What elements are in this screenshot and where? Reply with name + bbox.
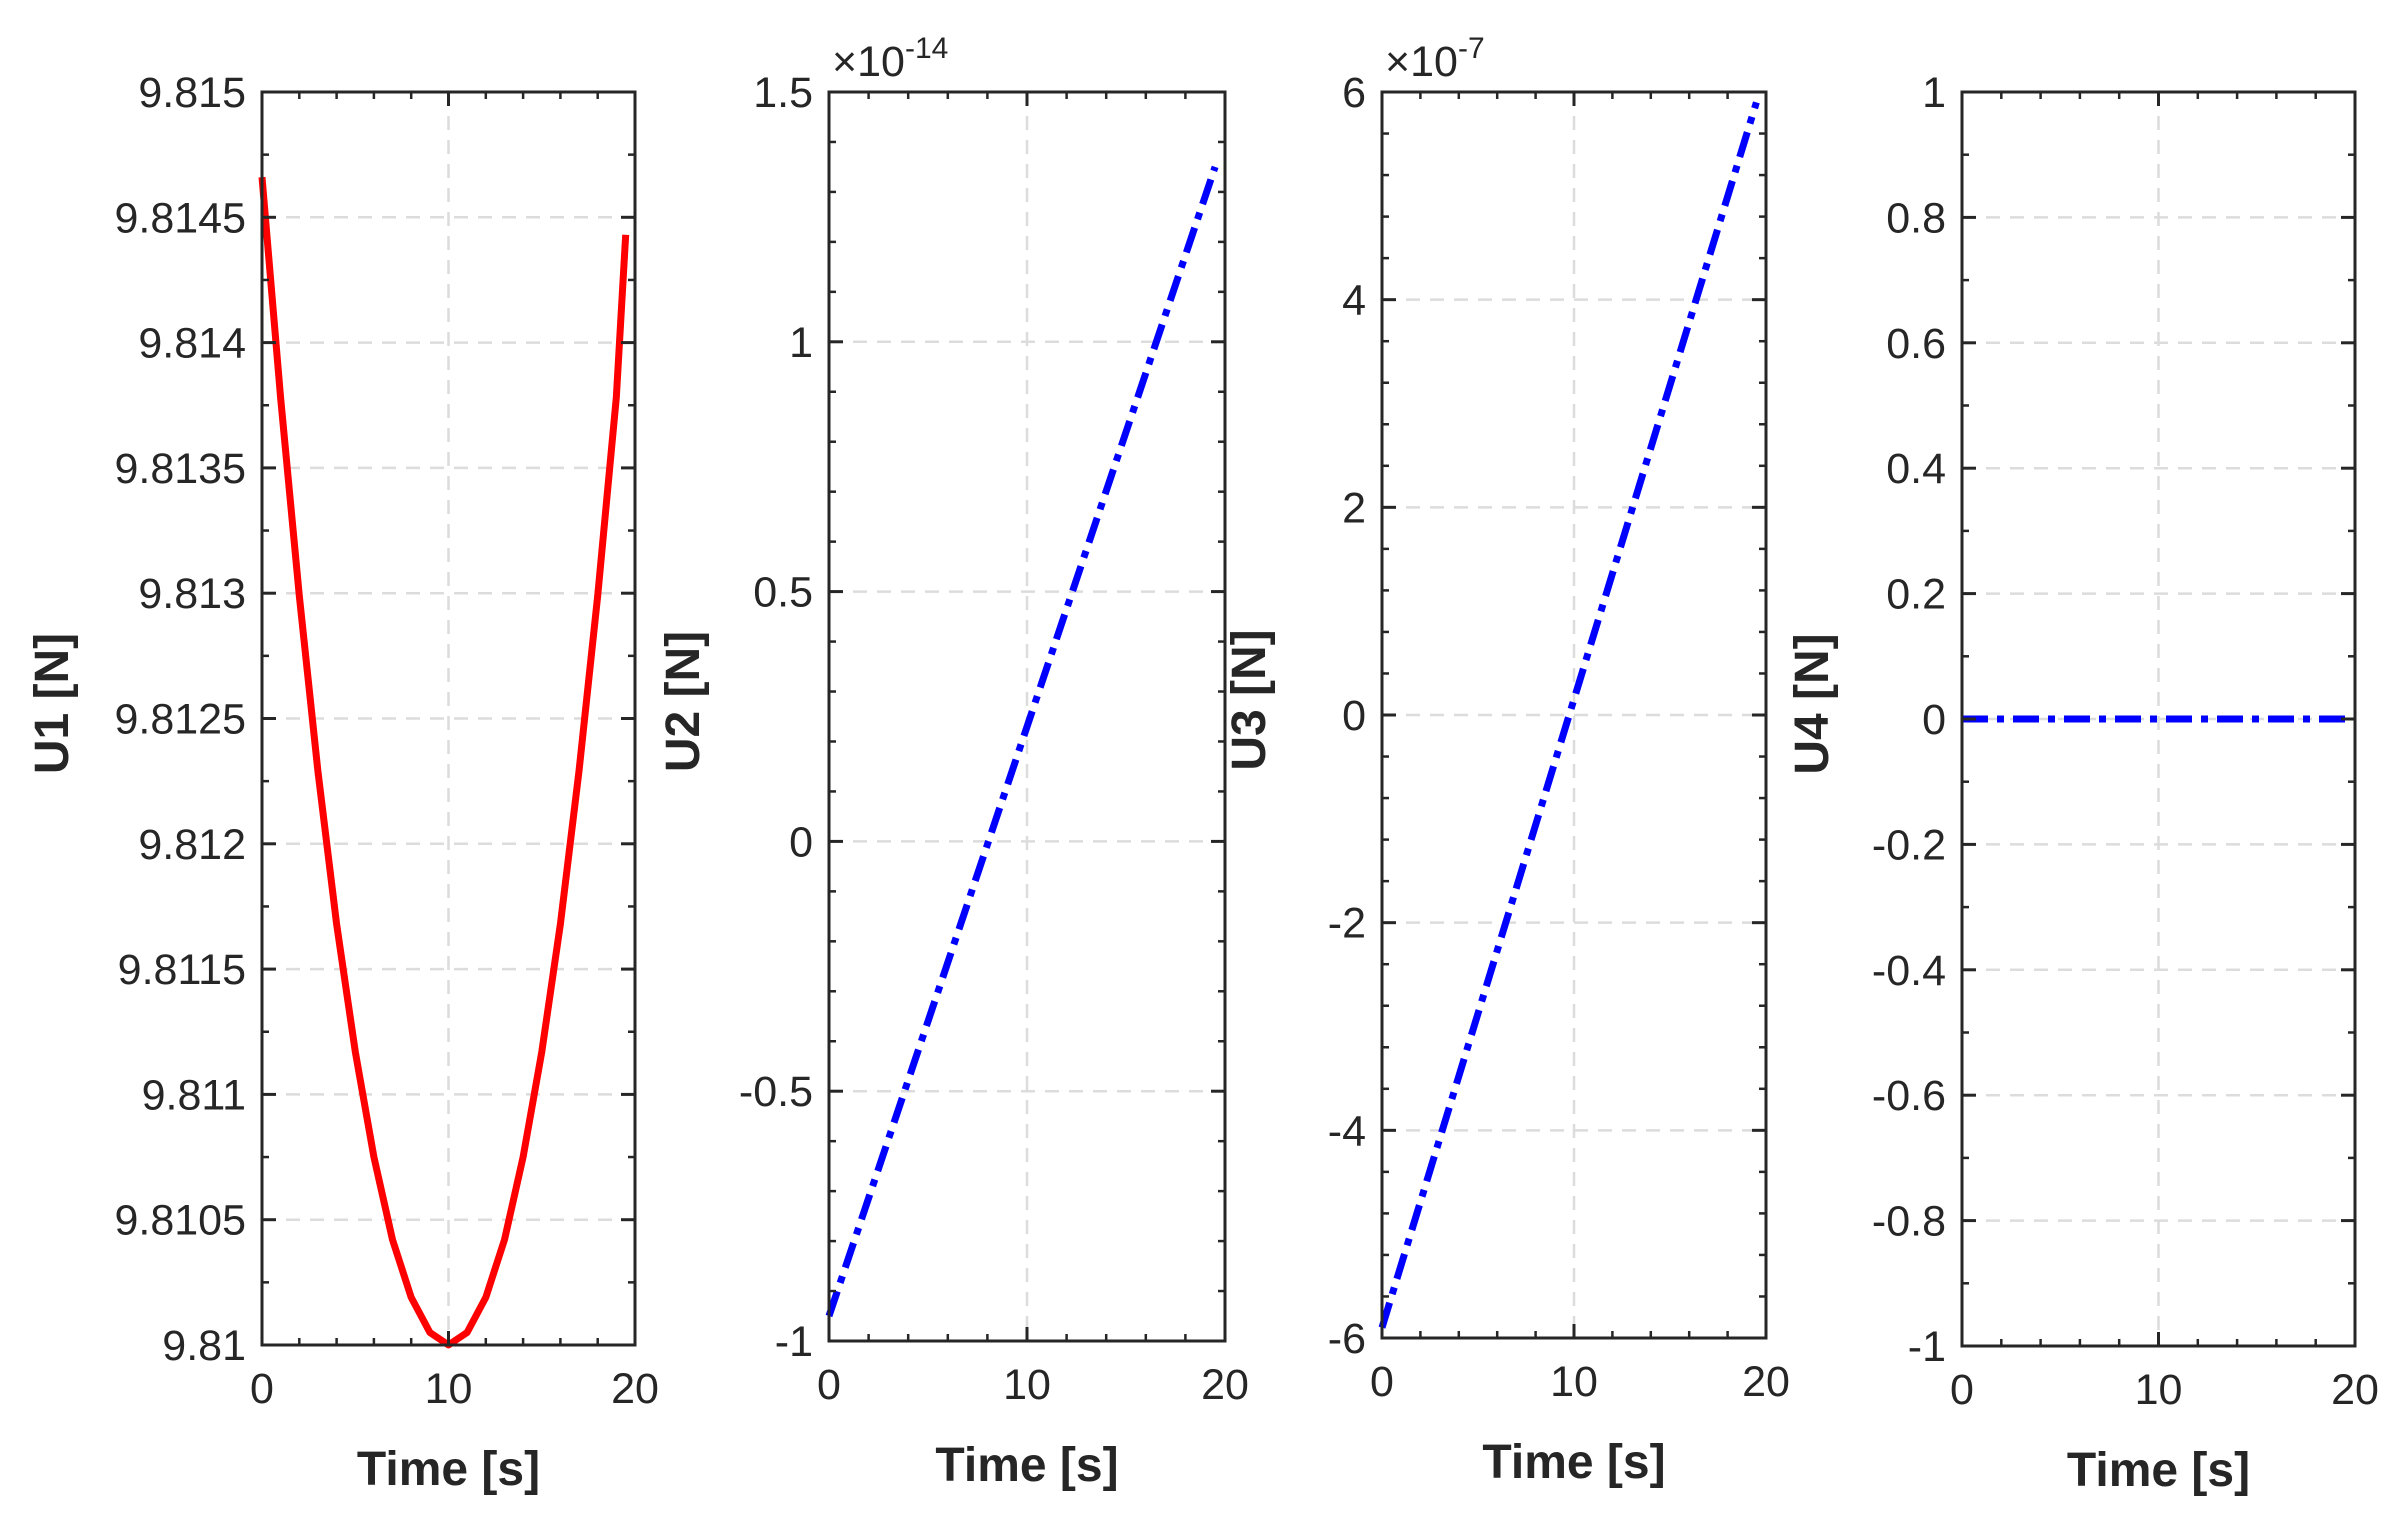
y-tick-label: 9.814 bbox=[138, 320, 246, 368]
y-tick-label: -0.5 bbox=[739, 1068, 813, 1116]
y-tick-label: -2 bbox=[1328, 900, 1366, 948]
axis-exponent: ×10-7 bbox=[1385, 32, 1485, 86]
y-tick-label: 9.813 bbox=[138, 570, 246, 618]
y-tick-label: -0.4 bbox=[1872, 947, 1946, 995]
x-tick-label: 10 bbox=[1550, 1358, 1598, 1406]
y-tick-label: -1 bbox=[1908, 1323, 1946, 1371]
y-tick-label: 0 bbox=[789, 818, 813, 866]
y-tick-label: 9.8145 bbox=[114, 194, 246, 242]
subplot-4: -1-0.8-0.6-0.4-0.200.20.40.60.810 10 20Tim… bbox=[1786, 69, 2379, 1497]
y-tick-label: 9.8105 bbox=[114, 1197, 246, 1245]
axis-exponent-power: -7 bbox=[1458, 32, 1485, 65]
y-tick-label: 0.6 bbox=[1886, 320, 1946, 368]
y-tick-label: 2 bbox=[1342, 484, 1366, 532]
y-tick-label: 1 bbox=[789, 319, 813, 367]
x-tick-label: 0 bbox=[817, 1361, 841, 1409]
y-tick-label: 6 bbox=[1342, 69, 1366, 117]
x-tick-label: 20 bbox=[1201, 1361, 1249, 1409]
y-axis-label: U2 [N] bbox=[657, 631, 710, 772]
x-tick-label: 20 bbox=[1742, 1358, 1790, 1406]
y-tick-label: 9.81 bbox=[162, 1322, 246, 1370]
x-axis-label: Time [s] bbox=[1482, 1436, 1665, 1489]
x-tick-label: 0 bbox=[1370, 1358, 1394, 1406]
y-tick-label: -6 bbox=[1328, 1315, 1366, 1363]
y-tick-label: 9.815 bbox=[138, 69, 246, 117]
subplot-3: -6 -4 -2 0 2 4 6 0 10 20 Time [s] U3 [N] ×10-7 bbox=[1223, 32, 1790, 1489]
y-tick-label: 9.811 bbox=[142, 1071, 246, 1119]
y-tick-label: 0.2 bbox=[1886, 571, 1946, 619]
x-axis-label: Time [s] bbox=[2067, 1444, 2250, 1497]
y-tick-label: 9.8115 bbox=[118, 946, 246, 994]
x-tick-label: 0 bbox=[1950, 1366, 1974, 1414]
y-tick-label: 0.4 bbox=[1886, 445, 1946, 493]
x-axis-label: Time [s] bbox=[357, 1443, 540, 1496]
series-line-u3 bbox=[1378, 101, 1760, 1329]
y-axis-label: U4 [N] bbox=[1786, 633, 1839, 774]
axis-exponent-base: ×10 bbox=[1385, 38, 1458, 86]
y-tick-label: -1 bbox=[775, 1318, 813, 1366]
y-tick-label: 0.8 bbox=[1886, 194, 1946, 242]
y-tick-label: 9.8135 bbox=[114, 445, 246, 493]
y-tick-label: 9.8125 bbox=[114, 696, 246, 744]
x-tick-label: 20 bbox=[611, 1365, 659, 1413]
y-tick-label: 9.812 bbox=[138, 821, 246, 869]
y-tick-label: 1.5 bbox=[753, 69, 813, 117]
y-tick-label: -0.2 bbox=[1872, 821, 1946, 869]
y-tick-label: 0.5 bbox=[753, 569, 813, 617]
x-tick-label: 0 bbox=[250, 1365, 274, 1413]
y-tick-label: 0 bbox=[1922, 696, 1946, 744]
y-tick-label: -0.6 bbox=[1872, 1072, 1946, 1120]
x-tick-label: 10 bbox=[2135, 1366, 2183, 1414]
y-axis-label: U3 [N] bbox=[1223, 629, 1276, 770]
series-line-u2 bbox=[825, 165, 1219, 1318]
y-tick-label: -0.8 bbox=[1872, 1198, 1946, 1246]
subplot-1: 9.81 9.8105 9.811 9.8115 9.812 9.8125 9.813 9.8… bbox=[26, 69, 659, 1496]
y-axis-label: U1 [N] bbox=[26, 633, 79, 774]
y-tick-label: 0 bbox=[1342, 692, 1366, 740]
y-tick-label: -4 bbox=[1328, 1107, 1366, 1155]
axis-exponent-base: ×10 bbox=[832, 38, 905, 86]
x-tick-label: 20 bbox=[2331, 1366, 2379, 1414]
subplot-2: -1 -0.5 0 0.5 1 1.5 0 10 20 Time [s] U2 [N] ×10-14 bbox=[657, 32, 1249, 1492]
x-tick-label: 10 bbox=[425, 1365, 473, 1413]
y-tick-label: 1 bbox=[1922, 69, 1946, 117]
x-axis-label: Time [s] bbox=[935, 1439, 1118, 1492]
axis-exponent-power: -14 bbox=[905, 32, 948, 65]
axis-exponent: ×10-14 bbox=[832, 32, 948, 86]
y-tick-label: 4 bbox=[1342, 277, 1366, 325]
x-tick-label: 10 bbox=[1003, 1361, 1051, 1409]
